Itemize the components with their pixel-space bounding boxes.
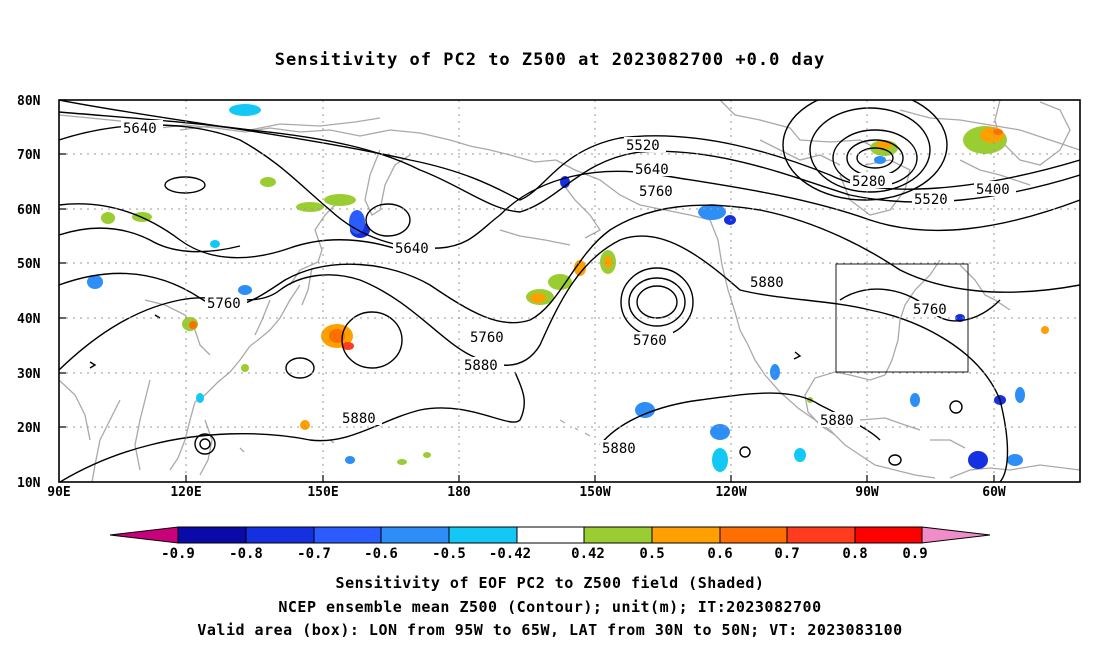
lat-label: 50N: [17, 257, 41, 272]
contour-label-5640a: 5640: [123, 121, 157, 137]
colorbar-label: -0.5: [432, 546, 466, 562]
colorbar-label: -0.8: [229, 546, 263, 562]
contour-label-5280: 5280: [852, 174, 886, 190]
contour-label-5760c: 5760: [639, 184, 673, 200]
axis-ticks: [59, 99, 995, 482]
colorbar-swatch: [380, 526, 450, 544]
lat-lon-grid: [59, 100, 1080, 482]
lon-label: 150W: [579, 485, 610, 500]
lon-label: 180: [447, 485, 471, 500]
colorbar-swatch: [719, 526, 788, 544]
lat-label: 70N: [17, 148, 41, 163]
colorbar-swatch: [583, 526, 653, 544]
z500-contours: [59, 100, 1080, 482]
contour-label-5880c: 5880: [602, 441, 636, 457]
lon-label: 90W: [855, 485, 879, 500]
colorbar-end-right: [921, 526, 991, 544]
colorbar-label: 0.5: [639, 546, 664, 562]
colorbar-swatch: [448, 526, 518, 544]
colorbar-swatch: [786, 526, 856, 544]
colorbar-swatch: [245, 526, 315, 544]
colorbar-label: -0.6: [364, 546, 398, 562]
contour-label-5640b: 5640: [395, 241, 429, 257]
contour-label-5400: 5400: [976, 182, 1010, 198]
colorbar-label: 0.9: [902, 546, 927, 562]
contour-label-5760a: 5760: [207, 296, 241, 312]
lat-label: 80N: [17, 94, 41, 109]
colorbar-swatch: [854, 526, 923, 544]
map-title: Sensitivity of PC2 to Z500 at 2023082700…: [274, 50, 826, 70]
lat-label: 30N: [17, 367, 41, 382]
contour-label-5880b: 5880: [342, 411, 376, 427]
contour-label-5520b: 5520: [914, 192, 948, 208]
latitude-labels: 80N 70N 60N 50N 40N 30N 20N 10N: [17, 94, 41, 491]
lon-label: 120W: [715, 485, 746, 500]
contour-label-5760d: 5760: [633, 333, 667, 349]
colorbar-label: -0.42: [489, 546, 531, 562]
colorbar-label: 0.7: [774, 546, 799, 562]
longitude-labels: 90E 120E 150E 180 150W 120W 90W 60W: [47, 485, 1006, 500]
colorbar-end-left: [109, 526, 179, 544]
lon-label: 60W: [982, 485, 1006, 500]
colorbar-label: 0.8: [842, 546, 867, 562]
colorbar: [109, 526, 991, 544]
contour-label-5760b: 5760: [470, 330, 504, 346]
map-area: [59, 100, 1080, 482]
lat-label: 60N: [17, 203, 41, 218]
colorbar-label: -0.9: [161, 546, 195, 562]
colorbar-swatch: [651, 526, 721, 544]
colorbar-swatch: [313, 526, 382, 544]
contour-label-5520a: 5520: [626, 138, 660, 154]
lat-label: 10N: [17, 476, 41, 491]
map-frame: [58, 99, 1081, 483]
colorbar-label: -0.7: [297, 546, 331, 562]
colorbar-label: 0.42: [571, 546, 605, 562]
lon-label: 150E: [307, 485, 338, 500]
contour-label-5880e: 5880: [820, 413, 854, 429]
lat-label: 40N: [17, 312, 41, 327]
contour-label-5760e: 5760: [913, 302, 947, 318]
lat-label: 20N: [17, 421, 41, 436]
caption-line-1: Sensitivity of EOF PC2 to Z500 field (Sh…: [335, 574, 765, 592]
contour-label-5880a: 5880: [464, 358, 498, 374]
lon-label: 120E: [170, 485, 201, 500]
colorbar-swatch: [516, 526, 585, 544]
lon-label: 90E: [47, 485, 70, 500]
contour-label-5880d: 5880: [750, 275, 784, 291]
colorbar-labels: -0.9 -0.8 -0.7 -0.6 -0.5 -0.42 0.42 0.5 …: [161, 546, 928, 562]
colorbar-swatch: [177, 526, 247, 544]
caption-line-2: NCEP ensemble mean Z500 (Contour); unit(…: [278, 598, 822, 616]
caption-line-3: Valid area (box): LON from 95W to 65W, L…: [197, 621, 903, 639]
contour-label-5640c: 5640: [635, 162, 669, 178]
colorbar-label: 0.6: [707, 546, 732, 562]
contour-labels: 5640 5640 5640 5520 5520 5760 5760 5760 …: [121, 120, 1016, 457]
